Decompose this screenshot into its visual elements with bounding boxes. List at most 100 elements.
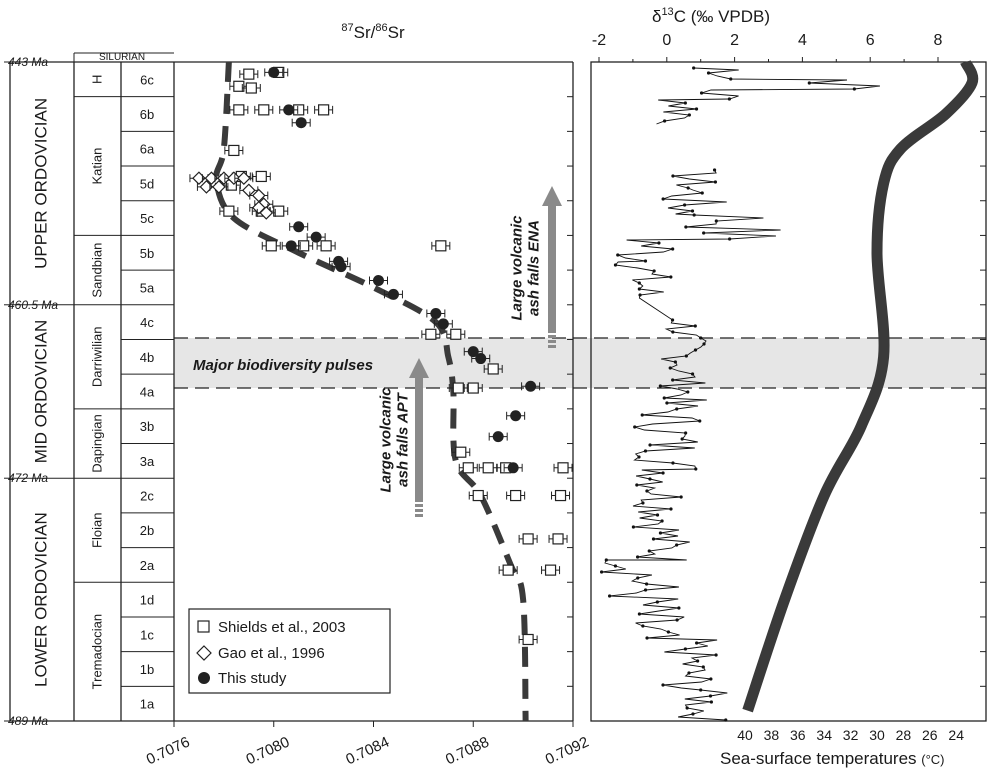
sr-x-tick-label: 0.7076 (144, 734, 193, 768)
arrow-label-line: Large volcanic (378, 387, 395, 493)
data-point-circle (310, 231, 322, 243)
age-label: 443 Ma (8, 55, 48, 69)
d13c-point (657, 241, 661, 245)
d13c-point (662, 396, 666, 400)
arrow-label-line: ash falls ENA (526, 220, 543, 316)
d13c-point (631, 525, 636, 529)
d13c-point (685, 706, 689, 710)
slice-label: 1a (140, 697, 155, 712)
arrow-dash (415, 499, 423, 502)
d13c-x-tick-label: 4 (798, 32, 807, 49)
data-point-circle (525, 380, 537, 392)
d13c-point (702, 342, 706, 346)
d13c-point (668, 366, 672, 370)
data-point-square (318, 104, 330, 116)
data-point-circle (467, 346, 479, 358)
sst-x-tick-label: 38 (764, 727, 780, 743)
arrow-ena-label: Large volcanic ash falls ENA (509, 215, 543, 321)
arrow-dash (415, 514, 423, 517)
d13c-x-tick-label: -2 (592, 32, 606, 49)
d13c-point (600, 570, 604, 574)
d13c-point (692, 66, 696, 70)
arrow-shaft (415, 376, 423, 499)
data-point-circle (372, 275, 384, 287)
data-point-square (450, 328, 462, 340)
d13c-point (661, 471, 665, 475)
d13c-point (852, 87, 856, 91)
slice-label: 5c (140, 211, 154, 226)
stage-label: Floian (89, 513, 104, 548)
d13c-point (604, 558, 608, 562)
d13c-x-tick-label: 8 (934, 32, 943, 49)
slice-label: 1c (140, 627, 154, 642)
slice-label: 3b (140, 419, 154, 434)
d13c-point (613, 564, 618, 568)
d13c-point (648, 477, 652, 481)
data-point-square (472, 489, 484, 502)
d13c-point (728, 237, 732, 241)
legend-box (188, 608, 391, 694)
d13c-point (686, 390, 690, 394)
data-point-square (245, 82, 257, 94)
d13c-point (633, 425, 637, 429)
arrow-label-line: ash falls APT (395, 391, 412, 486)
data-point-circle (295, 117, 307, 129)
data-point-square (233, 80, 245, 92)
data-point-square (552, 533, 564, 545)
slice-label: 6b (140, 107, 154, 122)
data-point-square (273, 205, 285, 217)
data-point-diamond (227, 171, 241, 186)
data-point-square (462, 462, 474, 474)
data-point-square (243, 68, 255, 80)
arrow-apt-label: Large volcanic ash falls APT (378, 387, 412, 493)
arrow-dash (548, 345, 556, 348)
d13c-point (677, 606, 681, 610)
d13c-point (636, 576, 640, 580)
legend-label: Shields et al., 2003 (218, 619, 346, 636)
d13c-x-tick-label: 6 (866, 32, 875, 49)
slice-label: 1b (140, 662, 154, 677)
d13c-point (666, 630, 670, 634)
d13c-point (698, 419, 702, 423)
data-point-square (452, 382, 464, 394)
d13c-point (712, 168, 717, 172)
slice-label: 5b (140, 246, 154, 261)
d13c-point (671, 247, 675, 251)
slice-label: 2c (140, 489, 154, 504)
legend-label: Gao et al., 1996 (218, 645, 325, 662)
d13c-point (645, 489, 649, 493)
slice-label: 4a (140, 385, 155, 400)
data-point-square (510, 489, 522, 502)
d13c-point (687, 671, 691, 675)
sst-axis-label: Sea-surface temperatures (°C) (720, 749, 945, 768)
sst-x-tick-label: 36 (790, 727, 806, 743)
d13c-point (648, 443, 652, 447)
d13c-point (643, 588, 648, 592)
d13c-point (671, 378, 675, 382)
slice-label: 2a (140, 558, 155, 573)
d13c-point (652, 269, 656, 273)
data-point-circle (475, 353, 487, 365)
data-point-diamond (217, 171, 231, 186)
data-point-square (467, 382, 479, 394)
d13c-point (662, 119, 667, 123)
d13c-point (684, 431, 688, 435)
d13c-point (671, 174, 675, 178)
slice-label: 5d (140, 176, 154, 191)
d13c-point (675, 618, 679, 622)
slice-label: 6c (140, 72, 154, 87)
d13c-point (690, 372, 695, 376)
d13c-point (714, 219, 718, 223)
d13c-point (695, 641, 699, 645)
data-point-diamond (212, 180, 226, 194)
d13c-point (714, 653, 718, 657)
sr-x-tick-label: 0.7080 (243, 734, 292, 768)
data-point-square (320, 240, 332, 252)
d13c-frame (590, 61, 987, 722)
d13c-point (729, 77, 733, 81)
biodiversity-band (174, 338, 986, 388)
d13c-point (700, 191, 704, 195)
data-point-circle (293, 221, 305, 233)
data-point-diamond (259, 206, 274, 220)
